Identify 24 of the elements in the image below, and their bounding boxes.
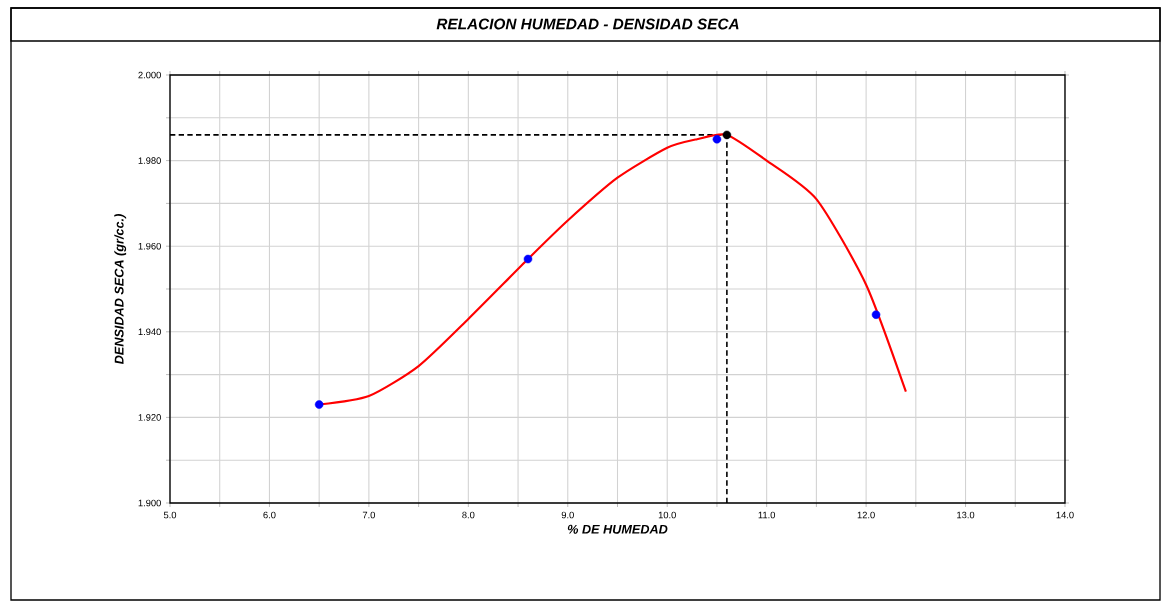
chart-title: RELACION HUMEDAD - DENSIDAD SECA xyxy=(436,18,739,30)
x-tick-label: 11.0 xyxy=(758,511,776,519)
point xyxy=(871,310,881,319)
y-tick-label: 1.980 xyxy=(138,157,161,164)
y-tick-label: 1.960 xyxy=(138,242,161,250)
y-tick-label: 1.940 xyxy=(138,328,161,336)
point xyxy=(523,254,533,264)
point xyxy=(712,134,722,144)
x-tick-label: 6.0 xyxy=(263,511,276,519)
point xyxy=(722,130,732,140)
x-tick-label: 9.0 xyxy=(561,511,574,519)
y-tick-label: 1.920 xyxy=(138,414,161,421)
x-tick-label: 10.0 xyxy=(658,511,676,519)
x-tick-label: 5.0 xyxy=(163,511,177,519)
x-tick-label: 7.0 xyxy=(362,511,376,519)
y-tick-label: 2.000 xyxy=(138,71,161,79)
x-tick-label: 14.0 xyxy=(1056,511,1074,519)
x-tick-label: 13.0 xyxy=(957,511,975,519)
x-axis-title: % DE HUMEDAD xyxy=(567,524,668,534)
y-axis-title: DENSIDAD SECA (gr/cc.) xyxy=(114,214,127,365)
point xyxy=(314,400,324,409)
y-tick-label: 1.900 xyxy=(138,499,161,507)
x-tick-label: 12.0 xyxy=(857,511,875,519)
x-tick-label: 8.0 xyxy=(462,511,475,519)
